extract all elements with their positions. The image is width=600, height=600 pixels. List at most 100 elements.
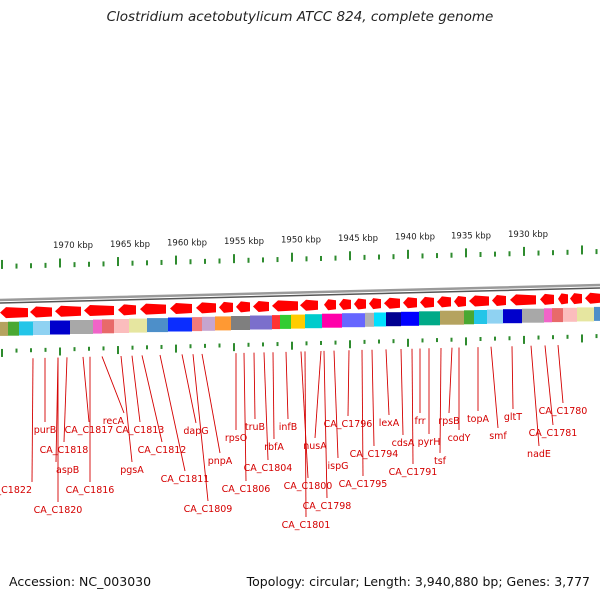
gene-arrow (253, 300, 269, 312)
feature-block (280, 314, 291, 329)
feature-block (563, 307, 577, 322)
feature-block (419, 311, 440, 326)
leader-line (192, 354, 209, 502)
leader-line (272, 352, 275, 440)
gene-arrow (585, 292, 600, 304)
kbp-label: 1940 kbp (395, 233, 435, 243)
feature-block (102, 319, 114, 334)
leader-line (439, 347, 442, 454)
kbp-tick-row (1, 245, 598, 269)
gene-label: ispG (328, 461, 349, 472)
figure-title: Clostridium acetobutylicum ATCC 824, com… (106, 9, 494, 25)
gene-label: CA_C1796 (324, 419, 373, 430)
gene-arrow (84, 305, 114, 317)
feature-block (577, 307, 594, 322)
leader-line (385, 349, 390, 416)
gene-arrow (219, 301, 233, 313)
backbone-outer-line (0, 283, 600, 302)
topology-text: Topology: circular; Length: 3,940,880 bp… (246, 574, 590, 589)
kbp-label: 1970 kbp (53, 241, 93, 251)
feature-block (594, 306, 600, 321)
gene-label: rbfA (264, 442, 284, 453)
feature-block (552, 308, 563, 323)
gene-label: CA_C1813 (116, 425, 165, 436)
gene-label: CA_C1780 (539, 406, 588, 417)
gene-label: aspB (56, 465, 79, 476)
gene-arrow (510, 294, 536, 306)
gene-arrow (570, 293, 582, 305)
feature-block (231, 316, 250, 330)
feature-block (374, 312, 386, 327)
leader-line (511, 346, 514, 410)
gene-label: smf (489, 431, 507, 442)
leader-line (314, 350, 322, 439)
kbp-label: 1945 kbp (338, 234, 378, 244)
gene-label: gltT (504, 412, 522, 423)
backbone-inner-line (0, 287, 600, 304)
gene-arrow (384, 297, 400, 309)
kbp-label: 1965 kbp (110, 240, 150, 250)
leader-line (300, 351, 309, 479)
gene-arrow (437, 296, 451, 308)
feature-block (0, 321, 8, 336)
feature-block (291, 314, 305, 329)
gene-label: CA_C1822 (0, 485, 32, 496)
feature-block (305, 314, 322, 329)
leader-line (201, 353, 221, 454)
leader-line (530, 345, 540, 447)
feature-block (386, 312, 401, 327)
gene-label: topA (467, 414, 490, 425)
feature-block (114, 319, 129, 333)
feature-block (70, 320, 93, 334)
leader-line (63, 357, 68, 443)
kbp-label: 1950 kbp (281, 236, 321, 246)
gene-arrow (272, 300, 298, 312)
leader-line (263, 352, 269, 461)
kbp-label: 1935 kbp (451, 231, 491, 241)
feature-block (147, 318, 168, 333)
leader-line (82, 356, 90, 423)
gene-label: rpsB (438, 416, 459, 427)
leader-line (101, 356, 125, 414)
leader-line (253, 352, 256, 420)
feature-block (129, 318, 147, 333)
feature-block (8, 321, 19, 336)
gene-arrow (196, 302, 216, 314)
gene-label: rpsO (225, 433, 247, 444)
feature-block (192, 317, 202, 332)
feature-block (202, 316, 215, 331)
gene-label: CA_C1800 (284, 481, 333, 492)
gene-label: CA_C1806 (222, 484, 271, 495)
genome-backbone (0, 283, 600, 304)
feature-block (401, 311, 419, 326)
gene-arrow (0, 307, 28, 319)
feature-block (544, 308, 552, 323)
gene-label: pnpA (208, 456, 233, 467)
gene-label: CA_C1820 (34, 505, 83, 516)
leader-line (347, 350, 350, 417)
leader-line (243, 352, 247, 482)
gene-label: CA_C1781 (529, 428, 578, 439)
gene-arrow (236, 301, 250, 313)
gene-label: codY (448, 433, 471, 444)
feature-block (272, 315, 280, 330)
leader-line (361, 349, 364, 477)
feature-color-track (0, 306, 600, 336)
gene-arrow (30, 306, 52, 318)
feature-block (522, 308, 544, 323)
gene-label: CA_C1817 (65, 425, 114, 436)
leader-line (31, 358, 34, 483)
gene-arrow (469, 295, 489, 307)
gene-label: pgsA (120, 465, 144, 476)
accession-text: Accession: NC_003030 (9, 574, 152, 589)
gene-label: CA_C1812 (138, 445, 187, 456)
gene-label-group: CA_C1822 purB aspB CA_C1820 CA_C1818 CA_C1817… (0, 406, 587, 531)
leader-line (304, 351, 307, 518)
leader-line (323, 350, 328, 499)
leader-line (490, 346, 499, 429)
gene-label: purB (34, 425, 56, 436)
gene-label: CA_C1794 (350, 449, 399, 460)
feature-block (50, 320, 70, 335)
